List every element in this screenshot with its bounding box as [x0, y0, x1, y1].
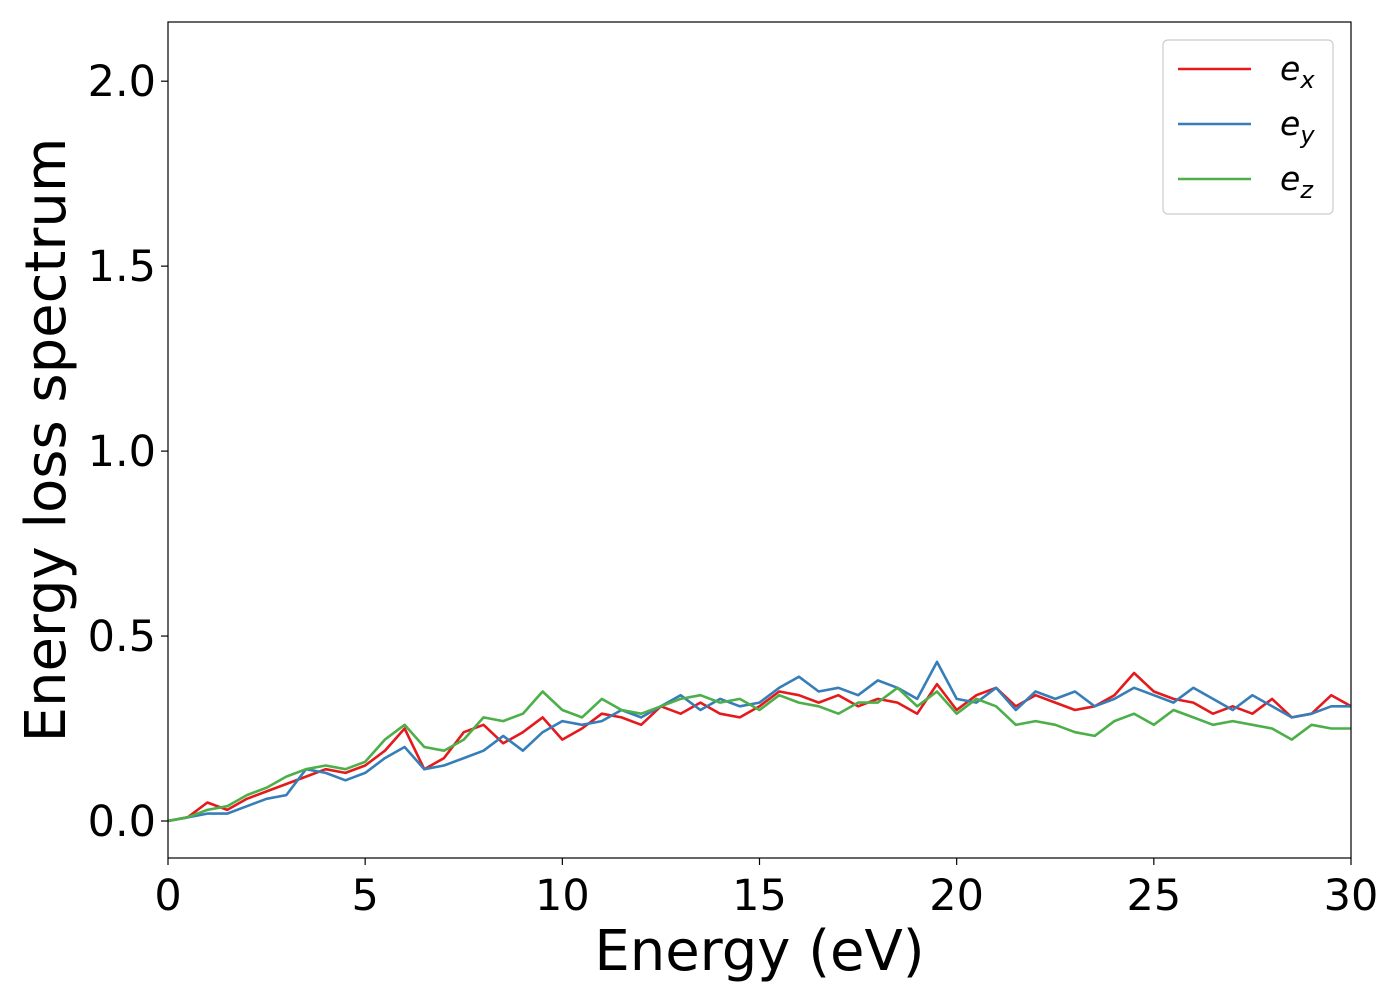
- legend-label-ex: ex: [1280, 49, 1315, 94]
- legend-box: [1162, 39, 1334, 215]
- x-axis-title: Energy (eV): [594, 919, 924, 984]
- y-axis: 0.0 0.5 1.0 1.5 2.0: [88, 57, 168, 847]
- y-tick-label: 1.0: [88, 427, 156, 477]
- x-tick-label: 30: [1324, 871, 1379, 921]
- x-axis: 0 5 10 15 20 25 30: [154, 858, 1378, 921]
- legend-label-base: e: [1280, 49, 1300, 88]
- x-tick-label: 5: [351, 871, 378, 921]
- x-tick-label: 10: [535, 871, 590, 921]
- legend-label-ez: ez: [1280, 159, 1314, 204]
- y-tick-label: 2.0: [88, 57, 156, 107]
- legend-label-subscript: y: [1299, 121, 1315, 149]
- x-tick-label: 25: [1126, 871, 1181, 921]
- legend-label-subscript: z: [1299, 176, 1314, 204]
- x-tick-label: 0: [154, 871, 181, 921]
- series-line-ex: [168, 671, 1351, 823]
- x-tick-label: 20: [929, 871, 984, 921]
- series-layer: [168, 660, 1351, 823]
- legend-label-base: e: [1280, 104, 1300, 143]
- y-axis-title: Energy loss spectrum: [14, 138, 79, 743]
- legend-label-subscript: x: [1299, 66, 1315, 94]
- series-line-ey: [168, 660, 1351, 823]
- y-tick-label: 0.0: [88, 797, 156, 847]
- series-line-ez: [168, 686, 1351, 823]
- y-tick-label: 1.5: [88, 242, 156, 292]
- x-tick-label: 15: [732, 871, 787, 921]
- legend-label-base: e: [1280, 159, 1300, 198]
- y-tick-label: 0.5: [88, 612, 156, 662]
- legend-label-ey: ey: [1280, 104, 1315, 149]
